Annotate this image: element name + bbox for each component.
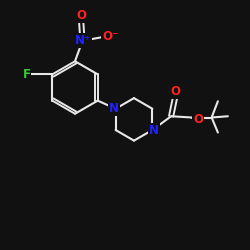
Text: N: N xyxy=(149,124,159,136)
Text: O⁻: O⁻ xyxy=(102,30,119,44)
Text: O: O xyxy=(193,113,203,126)
Text: F: F xyxy=(22,68,30,81)
Text: O: O xyxy=(170,85,180,98)
Text: O: O xyxy=(76,9,86,22)
Text: N: N xyxy=(109,102,119,115)
Text: N⁺: N⁺ xyxy=(74,34,90,47)
